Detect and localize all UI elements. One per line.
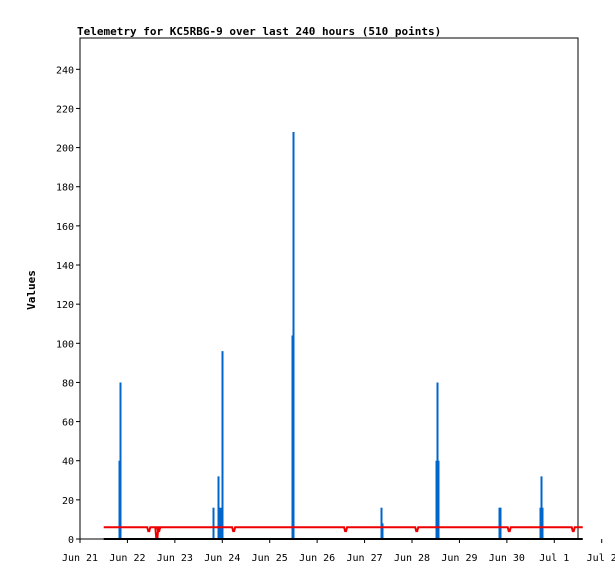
y-tick-label: 160: [56, 222, 74, 233]
y-tick-label: 140: [56, 261, 74, 272]
x-tick-label: Jun 27: [347, 553, 383, 564]
x-tick-label: Jul 2: [587, 553, 615, 564]
y-tick-label: 180: [56, 183, 74, 194]
x-tick-label: Jun 25: [252, 553, 288, 564]
y-tick-label: 200: [56, 144, 74, 155]
series-layer: [103, 131, 583, 540]
x-tick-label: Jun 23: [157, 553, 193, 564]
y-tick-label: 0: [68, 535, 74, 546]
y-tick-label: 120: [56, 300, 74, 311]
x-tick-label: Jun 24: [204, 553, 240, 564]
x-tick-label: Jul 1: [539, 553, 569, 564]
y-tick-label: 20: [62, 496, 74, 507]
y-tick-label: 40: [62, 457, 74, 468]
x-tick-label: Jun 22: [109, 553, 145, 564]
y-tick-label: 240: [56, 65, 74, 76]
chart-title: Telemetry for KC5RBG-9 over last 240 hou…: [77, 25, 441, 38]
y-tick-label: 60: [62, 418, 74, 429]
plot-frame: [79, 37, 579, 540]
y-tick-label: 80: [62, 378, 74, 389]
y-axis-label: Values: [25, 270, 38, 310]
y-tick-label: 100: [56, 339, 74, 350]
x-tick-label: Jun 21: [62, 553, 98, 564]
x-tick-label: Jun 29: [441, 553, 477, 564]
y-axis: 0 20 40 60 80 100 120 140 160 180 200 220 240: [56, 65, 80, 546]
red-series-line: [103, 526, 583, 540]
y-tick-label: 220: [56, 104, 74, 115]
x-tick-label: Jun 28: [394, 553, 430, 564]
x-axis: Jun 21 Jun 22 Jun 23 Jun 24 Jun 25 Jun 26 Jun …: [62, 539, 615, 564]
x-tick-label: Jun 26: [299, 553, 335, 564]
x-tick-label: Jun 30: [489, 553, 525, 564]
